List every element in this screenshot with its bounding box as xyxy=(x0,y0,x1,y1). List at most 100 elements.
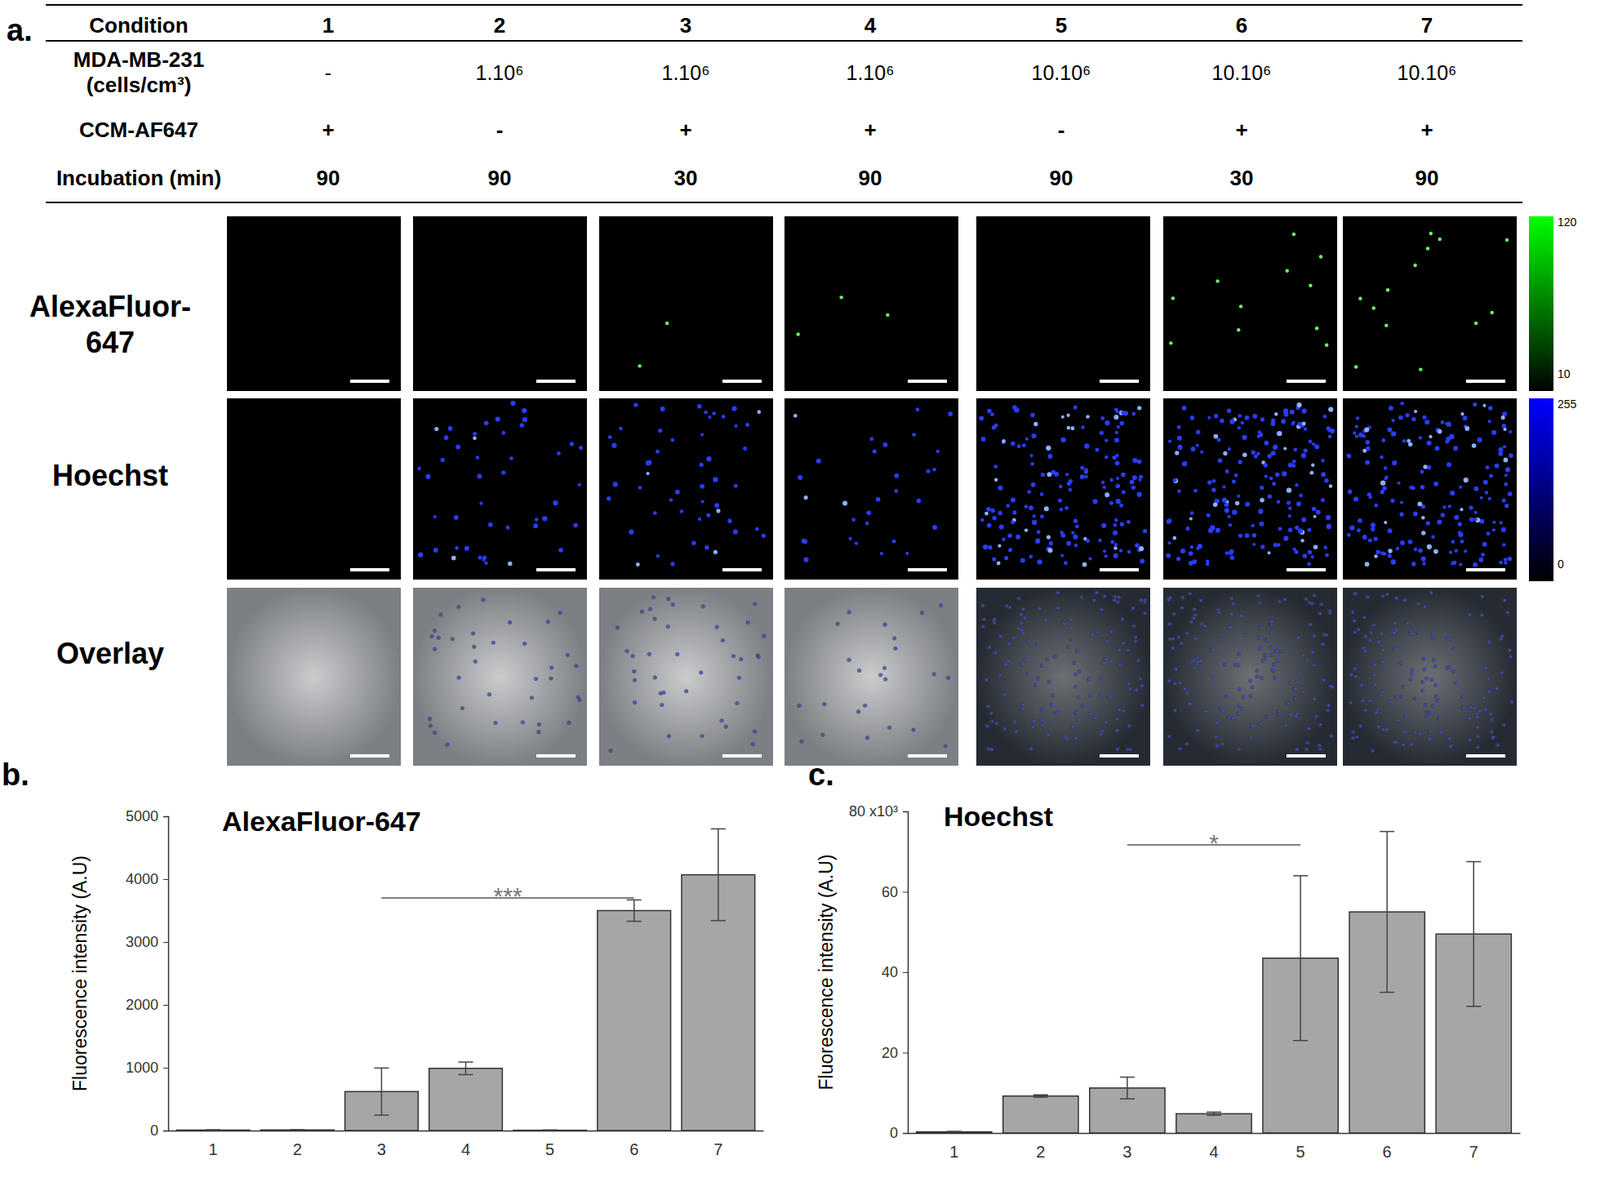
cell-dot xyxy=(1269,476,1274,481)
cell-shadow xyxy=(1053,653,1058,658)
cell-dot xyxy=(1240,707,1244,711)
cell-shadow xyxy=(1479,613,1484,618)
cell-dot xyxy=(940,604,943,607)
cell-dot xyxy=(1294,483,1298,487)
cell-dot xyxy=(1320,497,1325,503)
cell-dot xyxy=(1311,555,1315,559)
cell-dot xyxy=(732,405,738,411)
cell-dot xyxy=(1355,425,1359,429)
cell-dot xyxy=(1239,688,1242,691)
image-background xyxy=(599,216,774,392)
cell-dot xyxy=(1180,548,1186,554)
cell-dot xyxy=(945,744,948,747)
cell-dot xyxy=(1315,326,1319,330)
image-background xyxy=(1342,587,1517,766)
cell-dot xyxy=(1297,422,1302,427)
bar xyxy=(1003,1096,1079,1134)
cell-dot xyxy=(1396,481,1400,485)
cell-dot xyxy=(1071,725,1074,729)
cell-dot xyxy=(1472,562,1478,568)
cell-dot xyxy=(1346,453,1352,458)
cell-dot xyxy=(1328,611,1332,614)
cell-shadow xyxy=(1257,626,1263,631)
cell-dot xyxy=(1404,413,1409,418)
cell-shadow xyxy=(1272,675,1277,680)
cell-dot xyxy=(1278,600,1281,603)
cell-dot xyxy=(1358,297,1362,301)
cell-shadow xyxy=(566,720,571,725)
table-rule xyxy=(45,4,1523,6)
cell-shadow xyxy=(1467,705,1472,710)
cell-dot xyxy=(1185,526,1190,531)
cell-dot xyxy=(1430,591,1433,595)
cell-dot xyxy=(1502,423,1507,428)
cell-shadow xyxy=(456,675,461,680)
cell-dot xyxy=(1315,510,1321,516)
cell-dot xyxy=(1220,707,1223,711)
cell-dot xyxy=(1494,463,1500,469)
cell-dot xyxy=(712,476,718,482)
cell-dot xyxy=(1314,444,1320,449)
cell-dot xyxy=(691,541,696,546)
cell-dot xyxy=(1313,634,1316,637)
cell-shadow xyxy=(1248,678,1253,683)
cell-dot xyxy=(1190,415,1195,420)
cell-dot xyxy=(1379,455,1383,459)
cell-dot xyxy=(1496,743,1499,747)
cell-dot xyxy=(433,515,437,519)
cell-shadow xyxy=(1408,677,1413,682)
cell-shadow xyxy=(1313,714,1318,719)
cell-dot xyxy=(1490,730,1494,734)
cell-dot xyxy=(1278,526,1283,531)
tick-mark xyxy=(163,1130,169,1132)
cell-dot xyxy=(994,651,997,654)
cell-shadow xyxy=(985,704,990,709)
cell-shadow xyxy=(1302,596,1307,601)
cell-dot xyxy=(1080,466,1085,471)
cell-dot xyxy=(1226,408,1232,414)
cell-shadow xyxy=(1493,686,1498,691)
cell-dot xyxy=(1392,631,1396,635)
scale-bar xyxy=(536,568,576,572)
cell-dot xyxy=(740,657,743,661)
cell-dot xyxy=(1320,603,1324,606)
cell-shadow xyxy=(1236,746,1241,752)
cell-dot xyxy=(1177,488,1182,494)
cell-dot xyxy=(1390,498,1395,503)
table-cell: 30 xyxy=(1230,165,1254,191)
cell-shadow xyxy=(882,622,887,627)
cell-dot xyxy=(1435,694,1438,698)
y-tick: 5000 xyxy=(125,808,169,825)
cell-dot xyxy=(1440,420,1445,425)
y-tick: 1000 xyxy=(125,1059,169,1076)
cell-dot xyxy=(482,598,485,601)
x-tick: 4 xyxy=(461,1130,471,1159)
cell-shadow xyxy=(1431,657,1436,663)
y-tick: 60 xyxy=(881,884,908,901)
cell-shadow xyxy=(1098,692,1103,697)
cell-dot xyxy=(986,523,992,529)
cell-dot xyxy=(1422,561,1426,565)
row-header: Condition xyxy=(88,13,188,38)
cell-shadow xyxy=(856,709,861,714)
cell-dot xyxy=(1422,689,1425,693)
cell-dot xyxy=(1238,652,1241,655)
cell-dot xyxy=(1258,521,1264,527)
cell-dot xyxy=(1040,492,1044,496)
micrograph xyxy=(599,398,774,580)
cell-dot xyxy=(1066,413,1070,418)
cell-dot xyxy=(1115,498,1121,504)
cell-dot xyxy=(1249,736,1253,739)
error-bar-cap xyxy=(373,1067,389,1070)
cell-shadow xyxy=(1173,667,1178,672)
cell-shadow xyxy=(1400,684,1405,689)
cell-dot xyxy=(1426,715,1429,718)
cell-dot xyxy=(1328,406,1334,412)
cell-dot xyxy=(1108,696,1112,699)
scale-bar xyxy=(722,754,762,758)
cell-dot xyxy=(653,617,657,620)
cell-dot xyxy=(1047,733,1050,736)
cell-dot xyxy=(1263,440,1269,446)
cell-shadow xyxy=(684,688,689,694)
micrograph xyxy=(976,216,1151,392)
